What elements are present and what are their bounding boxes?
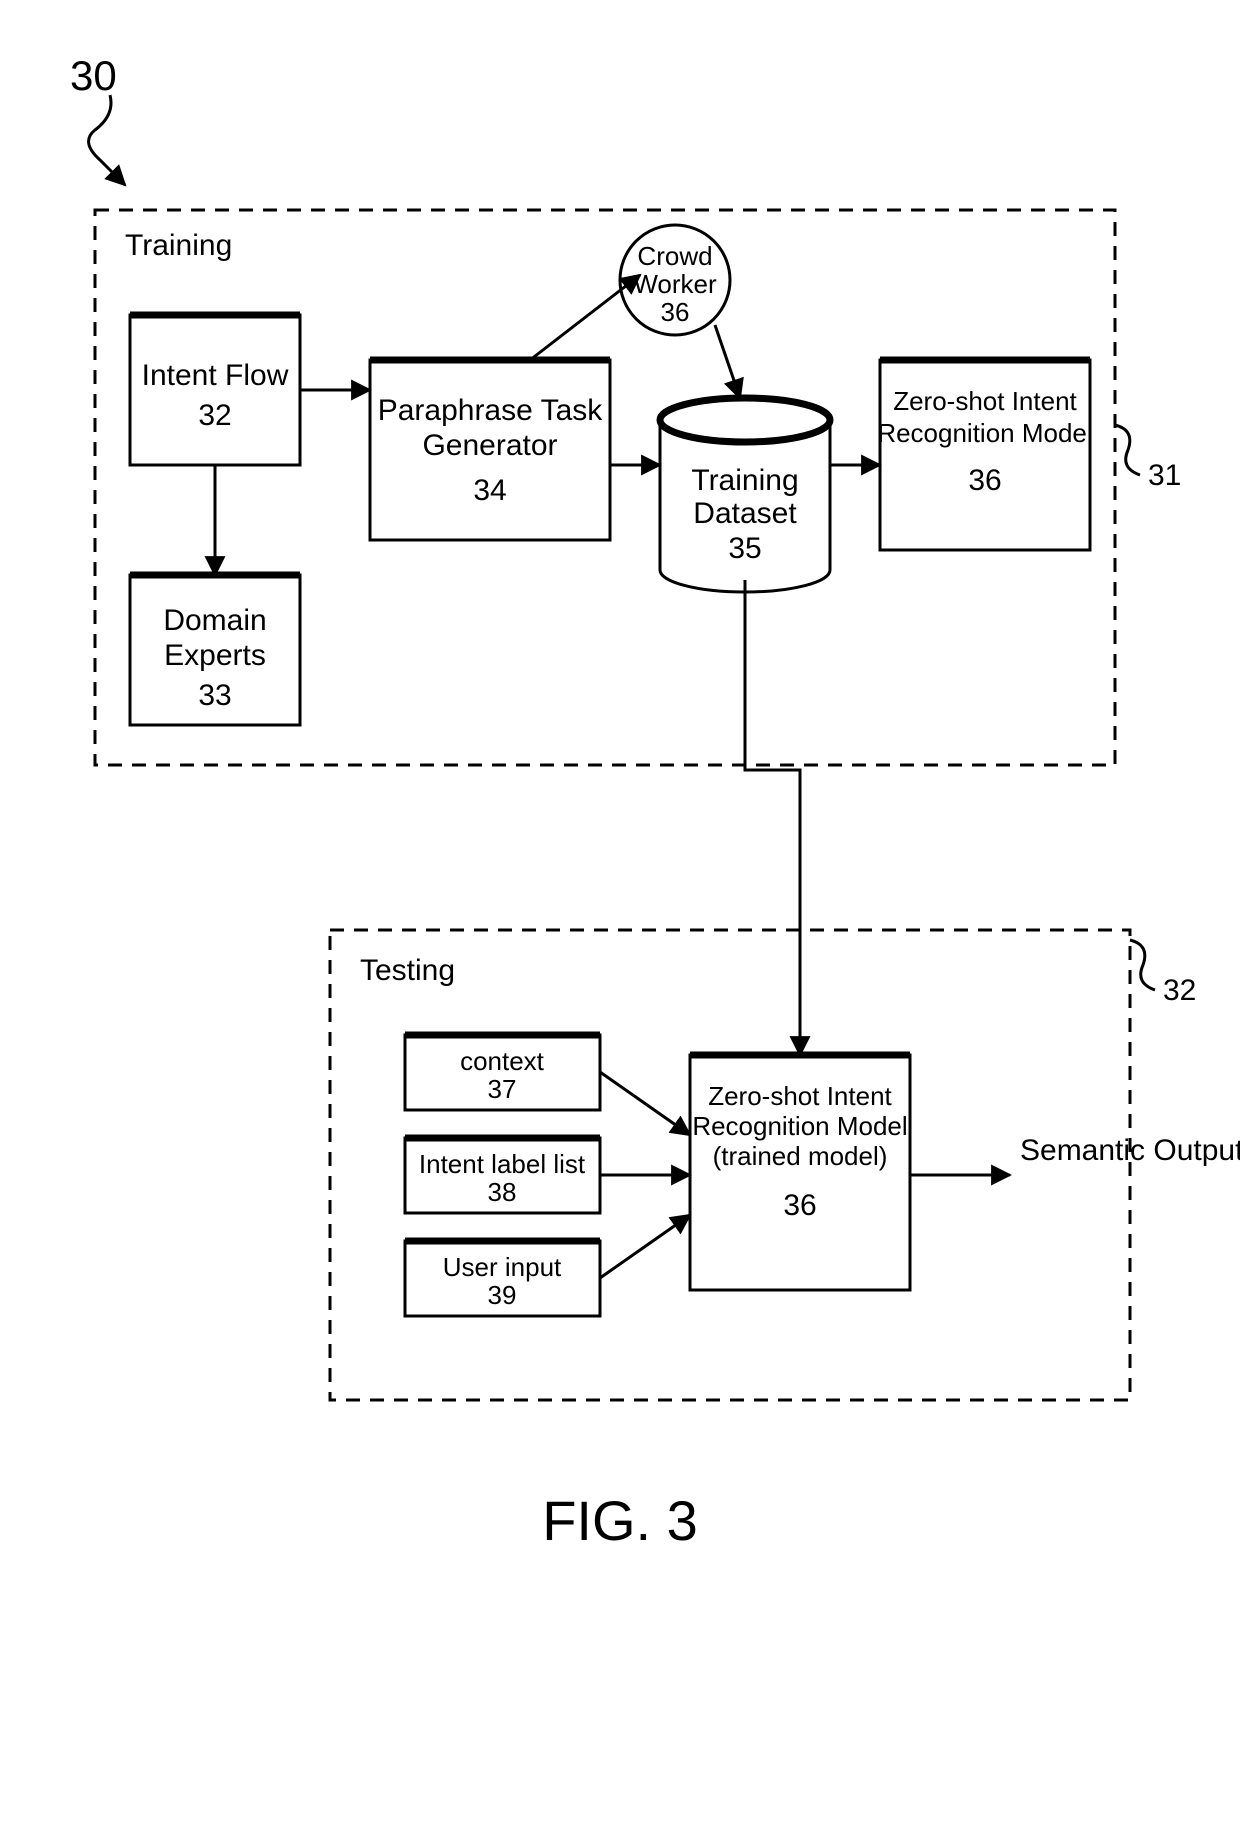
crowd-worker-ref: 36 <box>661 297 690 327</box>
zs-trained-label3: (trained model) <box>713 1141 888 1171</box>
leader-31 <box>1115 425 1140 475</box>
context-ref: 37 <box>488 1074 517 1104</box>
zs-trained-ref: 36 <box>783 1189 816 1222</box>
zs-model-label2: Recognition Model <box>877 418 1092 448</box>
training-ds-label1: Training <box>691 464 798 497</box>
domain-experts-label2: Experts <box>164 639 266 672</box>
crowd-worker-label1: Crowd <box>637 241 712 271</box>
node-zs-trained: Zero-shot Intent Recognition Model (trai… <box>690 1055 910 1290</box>
domain-experts-ref: 33 <box>198 679 231 712</box>
context-label: context <box>460 1046 545 1076</box>
training-label: Training <box>125 229 232 262</box>
figure-ref-30: 30 <box>70 52 117 99</box>
training-ds-ref: 35 <box>728 532 761 565</box>
node-zs-model: Zero-shot Intent Recognition Model 36 <box>877 360 1092 550</box>
zs-trained-label2: Recognition Model <box>692 1111 907 1141</box>
intent-list-label: Intent label list <box>419 1149 586 1179</box>
training-ds-label2: Dataset <box>693 497 797 530</box>
node-user-input: User input 39 <box>405 1241 600 1316</box>
edge-paraphrase-crowd_worker <box>530 275 640 360</box>
edge-training_ds-zs_trained <box>745 580 800 1055</box>
paraphrase-label2: Generator <box>422 429 557 462</box>
node-crowd-worker: Crowd Worker 36 <box>620 225 730 335</box>
testing-label: Testing <box>360 954 455 987</box>
crowd-worker-label2: Worker <box>633 269 717 299</box>
intent-flow-label: Intent Flow <box>142 359 289 392</box>
leader-32 <box>1130 940 1155 990</box>
node-domain-experts: Domain Experts 33 <box>130 575 300 725</box>
ref-31: 31 <box>1148 459 1181 492</box>
semantic-output-label: Semantic Output <box>1020 1134 1240 1167</box>
user-input-ref: 39 <box>488 1280 517 1310</box>
node-training-dataset: Training Dataset 35 <box>660 398 830 592</box>
node-intent-list: Intent label list 38 <box>405 1138 600 1213</box>
edge-crowd_worker-training_ds <box>715 325 740 398</box>
node-paraphrase: Paraphrase Task Generator 34 <box>370 360 610 540</box>
intent-flow-ref: 32 <box>198 399 231 432</box>
edge-user_input-zs_trained <box>600 1215 690 1278</box>
node-context: context 37 <box>405 1035 600 1110</box>
edge-context-zs_trained <box>600 1072 690 1135</box>
user-input-label: User input <box>443 1252 562 1282</box>
paraphrase-label1: Paraphrase Task <box>378 394 604 427</box>
zs-trained-label1: Zero-shot Intent <box>708 1081 892 1111</box>
intent-list-ref: 38 <box>488 1177 517 1207</box>
figure-caption: FIG. 3 <box>542 1489 698 1552</box>
node-intent-flow: Intent Flow 32 <box>130 315 300 465</box>
paraphrase-ref: 34 <box>473 474 506 507</box>
ref-32: 32 <box>1163 974 1196 1007</box>
leader-30 <box>89 95 125 185</box>
zs-model-label1: Zero-shot Intent <box>893 386 1077 416</box>
zs-model-ref: 36 <box>968 464 1001 497</box>
domain-experts-label1: Domain <box>163 604 266 637</box>
